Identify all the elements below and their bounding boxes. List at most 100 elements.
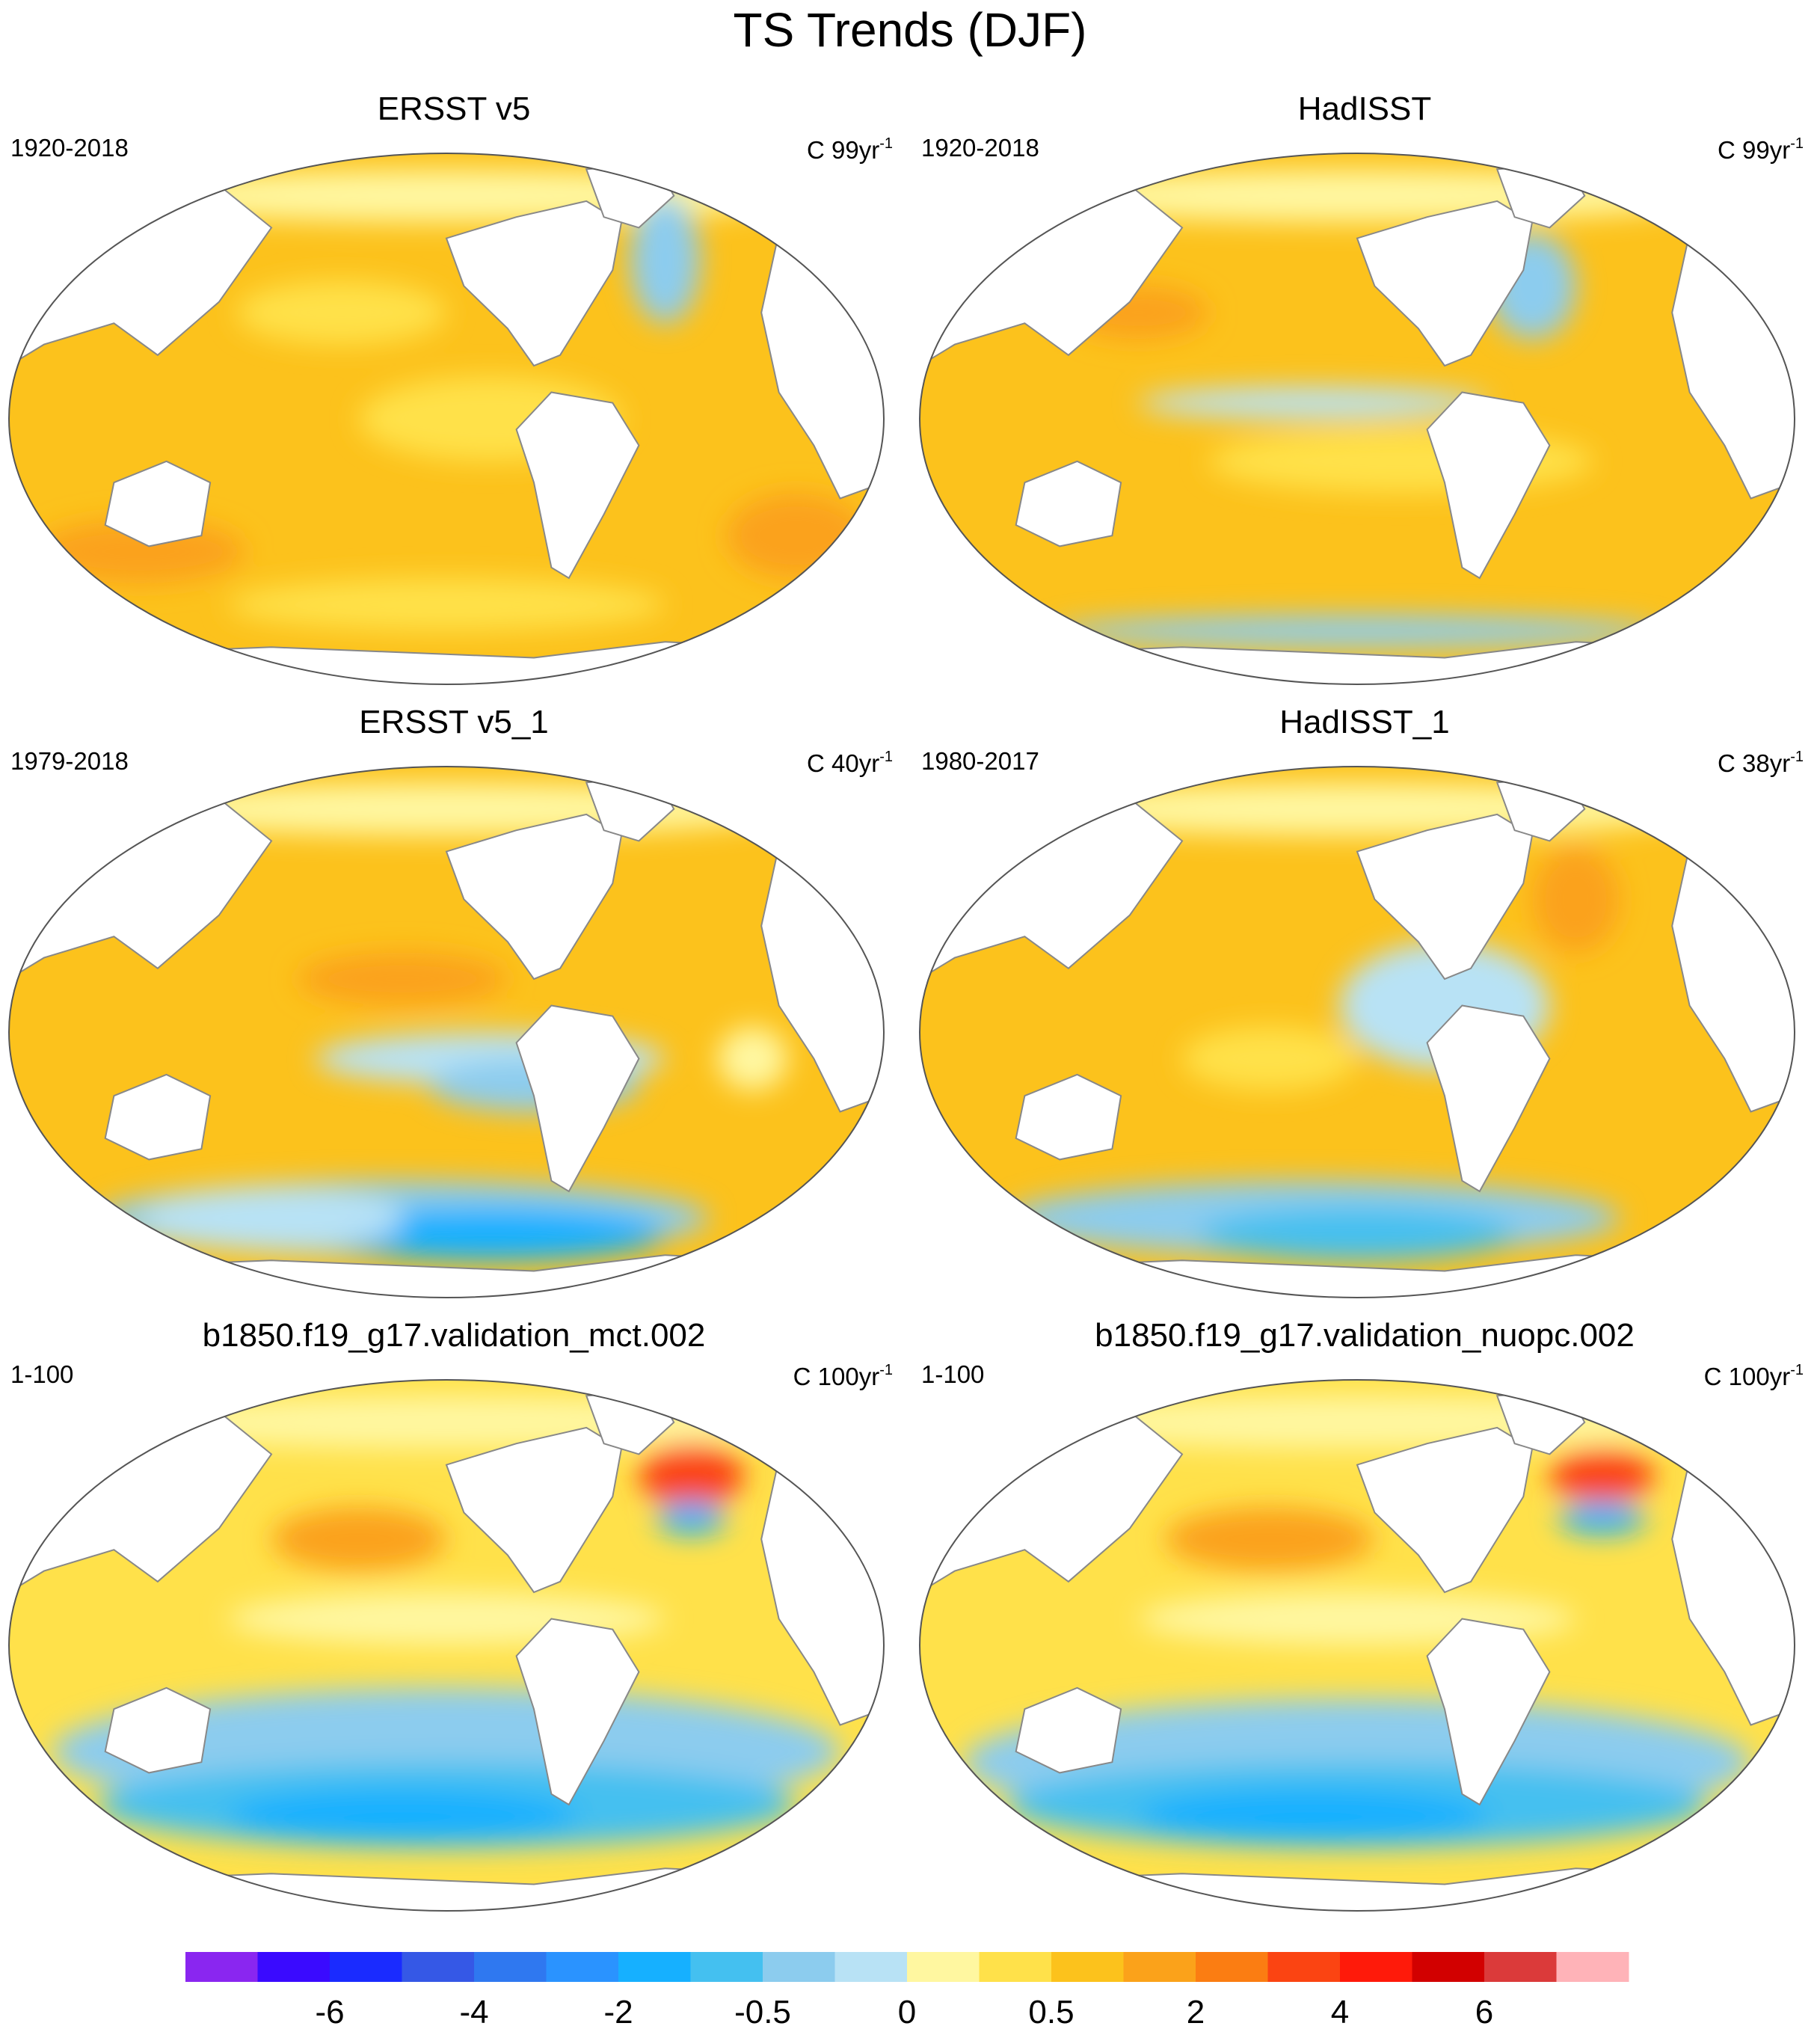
colorbar-swatch [618, 1952, 691, 1982]
trend-anomaly [236, 280, 446, 345]
map-border [8, 766, 885, 1298]
colorbar-swatch [834, 1952, 908, 1982]
trend-anomaly [1138, 387, 1489, 419]
trend-anomaly [639, 1443, 744, 1508]
trend-anomaly [227, 1788, 578, 1842]
period-label: 1980-2017 [921, 747, 1039, 775]
robinson-map [8, 1379, 885, 1912]
map-border [919, 153, 1795, 685]
robinson-map [919, 1379, 1795, 1912]
colorbar-swatch [1340, 1952, 1412, 1982]
robinson-map [8, 766, 885, 1298]
map-border [8, 1379, 885, 1912]
trend-anomaly [1558, 1502, 1647, 1534]
trend-anomaly [140, 1185, 403, 1250]
units-label: C 99yr-1 [1718, 135, 1804, 164]
units-label: C 100yr-1 [1703, 1362, 1804, 1390]
colorbar-swatch [979, 1952, 1052, 1982]
units-label: C 100yr-1 [793, 1362, 893, 1390]
colorbar-tick-label: -0.5 [734, 1994, 791, 2031]
trend-anomaly [1532, 846, 1620, 953]
land-mass [515, 1004, 640, 1193]
colorbar-swatch [185, 1952, 258, 1982]
trend-anomaly [630, 195, 701, 324]
map-border [919, 1379, 1795, 1912]
colorbar-swatch [474, 1952, 547, 1982]
land-mass [515, 391, 640, 580]
trend-anomaly [1182, 1026, 1357, 1091]
panel-title: b1850.f19_g17.validation_nuopc.002 [1095, 1317, 1635, 1354]
land-mass [1015, 1686, 1122, 1774]
period-label: 1920-2018 [921, 134, 1039, 162]
land-mass [1426, 1618, 1551, 1806]
colorbar-tick-label: -2 [603, 1994, 633, 2031]
panel-title: b1850.f19_g17.validation_mct.002 [202, 1317, 706, 1354]
land-mass [1426, 1004, 1551, 1193]
colorbar-swatch [1196, 1952, 1268, 1982]
land-mass [104, 1686, 212, 1774]
units-label: C 38yr-1 [1718, 749, 1804, 777]
land-mass [104, 460, 212, 547]
trend-anomaly [1199, 1207, 1515, 1261]
colorbar-tick-label: 0 [898, 1994, 916, 2031]
colorbar-swatch [1267, 1952, 1341, 1982]
colorbar-swatch [546, 1952, 619, 1982]
trend-anomaly [227, 578, 665, 631]
land-mass [1015, 1073, 1122, 1161]
map-panel-hadisst-1: HadISST_1 1980-2017 C 38yr-1 [912, 703, 1817, 1301]
period-label: 1979-2018 [10, 747, 129, 775]
trend-anomaly [1051, 615, 1664, 648]
period-label: 1-100 [921, 1360, 985, 1388]
map-panel-hadisst: HadISST 1920-2018 C 99yr-1 [912, 90, 1817, 688]
colorbar-swatch [690, 1952, 763, 1982]
colorbar-tick-label: 0.5 [1028, 1994, 1074, 2031]
map-panel-ersst-1: ERSST v5_1 1979-2018 C 40yr-1 [1, 703, 906, 1301]
map-panel-ersst: ERSST v5 1920-2018 C 99yr-1 [1, 90, 906, 688]
map-border [8, 153, 885, 685]
map-panel-nuopc: b1850.f19_g17.validation_nuopc.002 1-100… [912, 1316, 1817, 1915]
panel-title: HadISST_1 [1279, 704, 1450, 740]
colorbar-tick-label: -4 [459, 1994, 488, 2031]
trend-anomaly [1549, 1449, 1655, 1502]
colorbar-tick-label: 2 [1187, 1994, 1205, 2031]
trend-anomaly [1138, 1788, 1489, 1842]
panel-title: HadISST [1297, 90, 1432, 127]
trend-anomaly [315, 1207, 665, 1261]
trend-anomaly [656, 1502, 727, 1534]
land-mass [515, 1618, 640, 1806]
trend-anomaly [298, 952, 508, 1006]
trend-anomaly [1164, 1507, 1375, 1571]
trend-anomaly [271, 1507, 446, 1571]
colorbar-tick-label: 4 [1331, 1994, 1349, 2031]
colorbar-tick-label: 6 [1475, 1994, 1493, 2031]
figure-title: TS Trends (DJF) [733, 3, 1087, 57]
period-label: 1-100 [10, 1360, 74, 1388]
trend-anomaly [717, 1026, 788, 1091]
colorbar-swatch [907, 1952, 980, 1982]
colorbar: -6 -4 -2 -0.5 0 0.5 2 4 6 [185, 1952, 1629, 2031]
colorbar-tick-label: -6 [315, 1994, 344, 2031]
colorbar-swatch [1484, 1952, 1557, 1982]
panel-title: ERSST v5_1 [359, 704, 549, 740]
colorbar-swatch [763, 1952, 835, 1982]
land-mass [1426, 391, 1551, 580]
colorbar-swatch [1412, 1952, 1485, 1982]
panel-title: ERSST v5 [377, 90, 531, 127]
robinson-map [919, 153, 1795, 685]
robinson-map [919, 766, 1795, 1298]
units-label: C 99yr-1 [807, 135, 893, 164]
colorbar-swatch [257, 1952, 331, 1982]
land-mass [1015, 460, 1122, 547]
colorbar-swatch [330, 1952, 402, 1982]
map-border [919, 766, 1795, 1298]
colorbar-swatch [1556, 1952, 1629, 1982]
colorbar-swatch [1051, 1952, 1124, 1982]
trend-anomaly [726, 493, 867, 578]
robinson-map [8, 153, 885, 685]
period-label: 1920-2018 [10, 134, 129, 162]
land-mass [104, 1073, 212, 1161]
colorbar-swatch [402, 1952, 475, 1982]
units-label: C 40yr-1 [807, 749, 893, 777]
map-panel-mct: b1850.f19_g17.validation_mct.002 1-100 C… [1, 1316, 906, 1915]
colorbar-swatch [1123, 1952, 1196, 1982]
